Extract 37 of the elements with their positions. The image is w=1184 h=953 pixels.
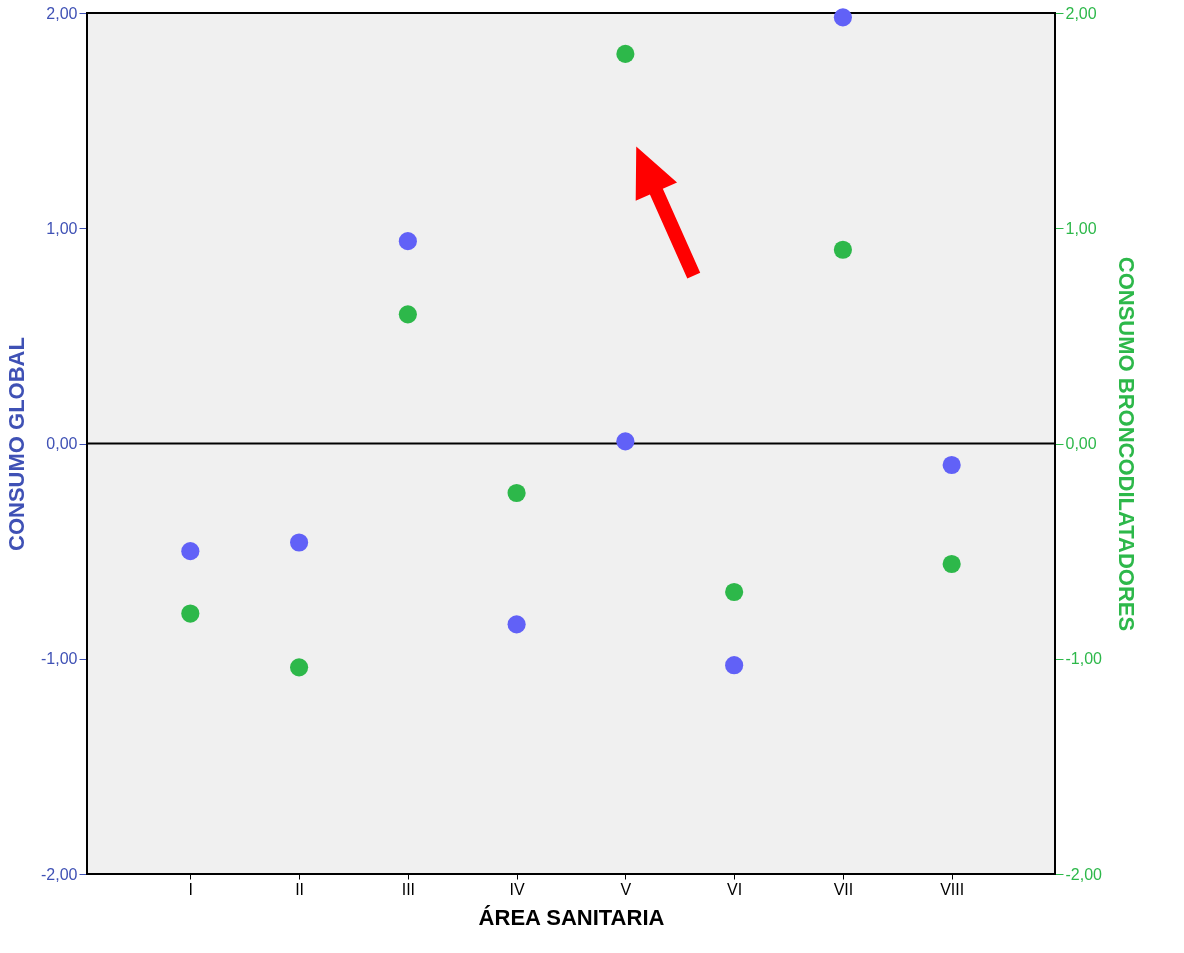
x-tick-label: I (188, 880, 194, 898)
point (942, 554, 961, 574)
y2-tick-label: -1,00 (1065, 650, 1103, 668)
point (181, 542, 200, 561)
point (398, 232, 417, 251)
point (507, 615, 526, 634)
point (725, 656, 744, 675)
point (290, 533, 309, 552)
y-tick-label: 0,00 (46, 435, 78, 452)
y2-tick-label: 0,00 (1065, 435, 1097, 452)
x-tick-label: VII (833, 880, 854, 898)
point (725, 582, 744, 602)
x-tick-label: IV (509, 880, 525, 898)
x-tick-label: V (620, 880, 632, 898)
y-tick-label: -1,00 (41, 650, 78, 668)
point (833, 8, 852, 27)
point (398, 305, 417, 324)
point (616, 432, 635, 451)
point (181, 604, 200, 623)
y-axis-title: CONSUMO GLOBAL (4, 337, 30, 551)
x-tick-label: III (401, 880, 416, 898)
y2-tick-label: -2,00 (1065, 865, 1103, 883)
y2-axis-title: CONSUMO BRONCODILATADORES (1113, 256, 1139, 632)
point (616, 44, 635, 63)
y-tick-label: 2,00 (46, 4, 78, 22)
y-tick-label: 1,00 (46, 219, 78, 237)
x-tick-label: VIII (940, 880, 965, 898)
y-tick-label: -2,00 (41, 865, 78, 883)
point (507, 483, 526, 503)
point (833, 240, 852, 259)
point (290, 658, 309, 677)
point (942, 455, 961, 475)
x-tick-label: VI (727, 880, 743, 898)
y2-tick-label: 2,00 (1065, 4, 1097, 22)
x-tick-label: II (295, 880, 305, 898)
y2-tick-label: 1,00 (1065, 219, 1097, 237)
x-axis-title: ÁREA SANITARIA (478, 904, 665, 930)
